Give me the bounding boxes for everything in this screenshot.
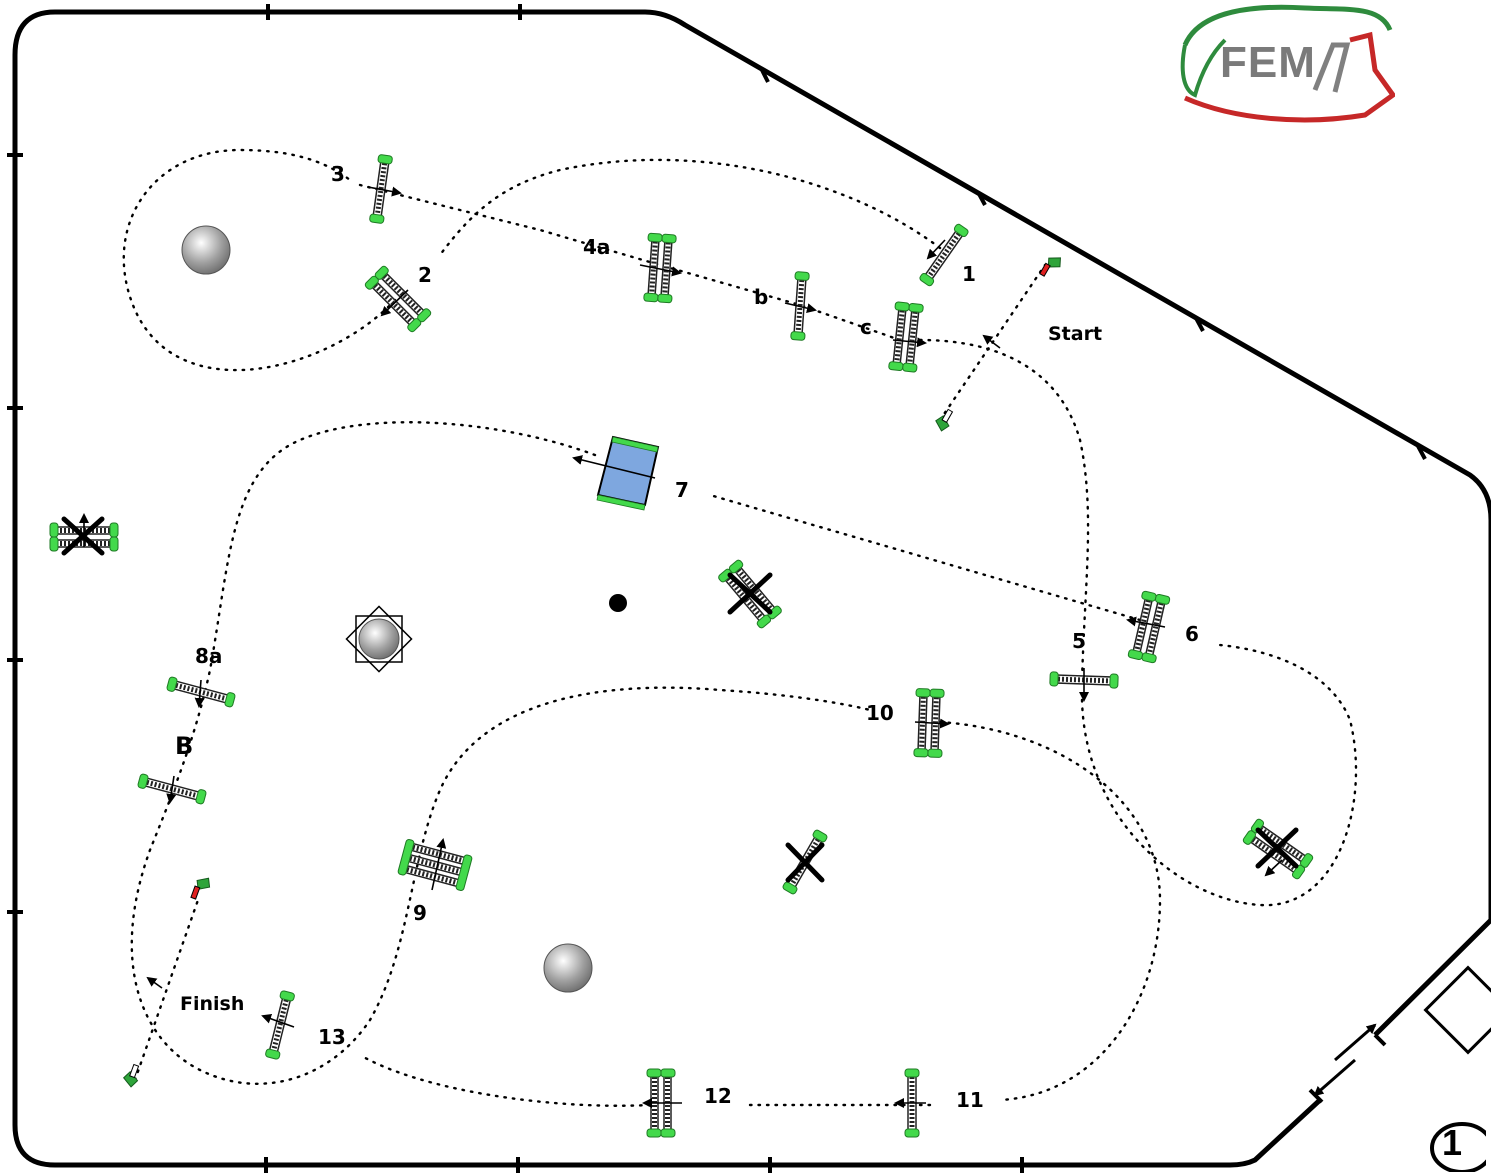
decoration-ball-framed: [345, 605, 413, 673]
fem-logo: [1180, 4, 1395, 123]
fence-9: [397, 839, 472, 891]
label-fence-8b: B: [175, 732, 193, 760]
label-fence-5: 5: [1072, 629, 1086, 653]
unused-fence: [1242, 818, 1314, 880]
decoration-ball: [181, 225, 231, 275]
label-fence-6: 6: [1185, 622, 1199, 646]
label-fence-7: 7: [675, 478, 689, 502]
label-fence-11: 11: [956, 1088, 984, 1112]
map-number: 1: [1442, 1122, 1463, 1163]
arena-tick-marks: [7, 4, 1427, 1173]
label-finish: Finish: [180, 993, 244, 1015]
label-fence-10: 10: [866, 701, 894, 725]
decoration-ball: [543, 943, 593, 993]
label-fence-2: 2: [418, 263, 432, 287]
label-fence-8a: 8a: [195, 644, 222, 668]
label-fence-3: 3: [331, 162, 345, 186]
unused-fence: [50, 513, 118, 556]
map-number-badge: [1430, 1122, 1486, 1172]
logo-text: FEM: [1220, 38, 1316, 87]
label-fence-4a: 4a: [583, 235, 610, 259]
finish-flag-red: [190, 874, 213, 903]
label-fence-9: 9: [413, 901, 427, 925]
label-fence-1: 1: [962, 262, 976, 286]
unused-fence: [782, 829, 828, 895]
label-fence-4c: c: [860, 315, 872, 339]
course-route: [122, 148, 1358, 1107]
start-flag-white: [932, 406, 957, 434]
label-fence-4b: b: [754, 285, 768, 309]
label-fence-13: 13: [318, 1025, 346, 1049]
entrance-gate: [1308, 965, 1491, 1104]
unused-fence: [717, 559, 782, 629]
fence-4c: [889, 302, 924, 373]
start-flag-red: [1039, 252, 1065, 282]
label-start: Start: [1048, 323, 1102, 345]
center-point: [609, 594, 627, 612]
finish-flag-white: [121, 1062, 143, 1089]
label-fence-12: 12: [704, 1084, 732, 1108]
fence-7-water: [572, 435, 660, 511]
